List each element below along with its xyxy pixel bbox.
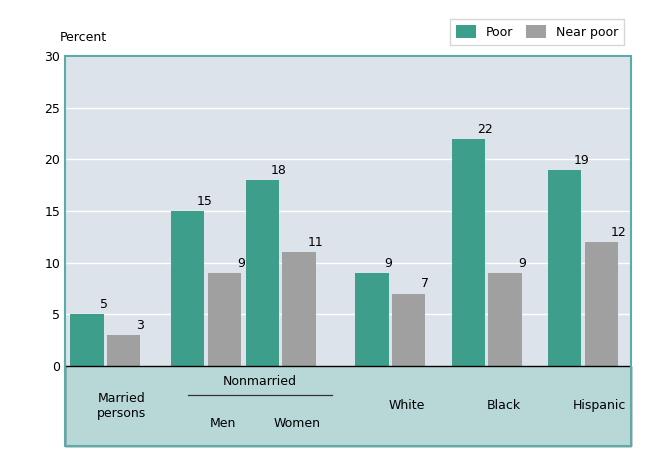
Text: 18: 18 bbox=[271, 164, 287, 177]
Text: 12: 12 bbox=[610, 226, 626, 239]
Text: Women: Women bbox=[274, 417, 321, 430]
Text: 5: 5 bbox=[99, 298, 108, 311]
Text: 22: 22 bbox=[477, 123, 493, 136]
Bar bbox=[107, 335, 140, 366]
Text: Black: Black bbox=[486, 399, 521, 412]
Text: 9: 9 bbox=[385, 257, 393, 270]
Text: 19: 19 bbox=[573, 154, 590, 166]
Text: Married
persons: Married persons bbox=[98, 392, 147, 420]
Text: 3: 3 bbox=[136, 319, 144, 332]
Text: 7: 7 bbox=[421, 278, 430, 290]
Text: 11: 11 bbox=[308, 236, 324, 249]
Text: Hispanic: Hispanic bbox=[573, 399, 627, 412]
Bar bbox=[452, 139, 485, 366]
Bar bbox=[283, 252, 316, 366]
Bar bbox=[246, 180, 279, 366]
Legend: Poor, Near poor: Poor, Near poor bbox=[450, 19, 624, 45]
Text: 9: 9 bbox=[237, 257, 245, 270]
Text: Men: Men bbox=[210, 417, 236, 430]
Bar bbox=[70, 314, 103, 366]
Text: 9: 9 bbox=[518, 257, 526, 270]
Text: 15: 15 bbox=[196, 195, 213, 208]
Bar bbox=[171, 211, 204, 366]
Bar bbox=[392, 294, 425, 366]
Bar bbox=[548, 170, 581, 366]
Text: Percent: Percent bbox=[59, 31, 107, 44]
Bar bbox=[488, 273, 522, 366]
Text: Nonmarried: Nonmarried bbox=[223, 375, 297, 388]
Bar bbox=[355, 273, 389, 366]
Text: White: White bbox=[389, 399, 425, 412]
Bar bbox=[585, 242, 618, 366]
Bar bbox=[208, 273, 241, 366]
